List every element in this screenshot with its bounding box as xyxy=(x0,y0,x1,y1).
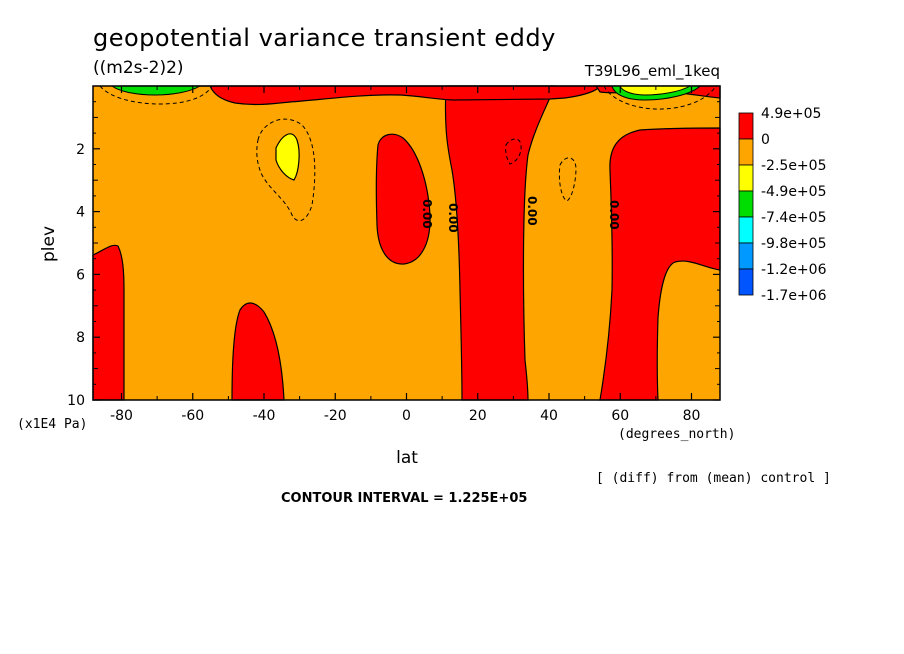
colorbar-swatch xyxy=(738,190,754,218)
y-tick-label: 6 xyxy=(76,267,85,283)
x-axis-label: lat xyxy=(396,448,418,468)
colorbar-swatch xyxy=(738,164,754,192)
x-tick-label: -20 xyxy=(324,408,347,424)
positive-region-top-band xyxy=(120,85,602,106)
x-tick-label: -40 xyxy=(253,408,276,424)
colorbar-legend: 4.9e+05 0 -2.5e+05 -4.9e+05 -7.4e+05 -9.8e+05… xyxy=(738,106,827,304)
x-tick-label: 0 xyxy=(402,408,411,424)
negative-dash-outer-yellow xyxy=(256,118,316,222)
colorbar-swatch xyxy=(738,268,754,296)
y-axis-units: (x1E4 Pa) xyxy=(17,417,87,432)
x-tick-label: 40 xyxy=(540,408,558,424)
colorbar-label: 0 xyxy=(761,132,770,148)
contour-label: 0.00 xyxy=(446,203,460,233)
plot-area: 0.00 0.00 0.00 0.00 xyxy=(92,85,721,401)
colorbar-label: -2.5e+05 xyxy=(761,158,826,174)
diff-note: [ (diff) from (mean) control ] xyxy=(596,471,831,486)
negative-region-top-south xyxy=(110,85,202,96)
chart-title: geopotential variance transient eddy xyxy=(93,24,556,52)
contour-label: 0.00 xyxy=(607,200,621,230)
y-tick-label: 8 xyxy=(76,330,85,346)
x-tick-label: -60 xyxy=(181,408,204,424)
positive-region-southern-column xyxy=(231,302,285,401)
y-tick-label: 10 xyxy=(67,393,85,409)
y-tick-label: 2 xyxy=(76,142,85,158)
contour-label: 0.00 xyxy=(420,199,434,229)
colorbar-label: -4.9e+05 xyxy=(761,184,826,200)
negative-dash-top-south xyxy=(99,85,213,105)
negative-region-strong-north-inner xyxy=(619,85,692,96)
run-label: T39L96_eml_1keq xyxy=(584,62,720,81)
contour-label: 0.00 xyxy=(525,196,539,226)
x-tick-label: 60 xyxy=(611,408,629,424)
colorbar-swatch xyxy=(738,138,754,166)
contour-interval: CONTOUR INTERVAL = 1.225E+05 xyxy=(281,491,527,506)
x-tick-label: 20 xyxy=(469,408,487,424)
x-axis-units: (degrees_north) xyxy=(618,427,735,442)
positive-region-far-south xyxy=(92,244,125,401)
y-tick-label: 4 xyxy=(76,205,85,221)
x-tick-label: 80 xyxy=(683,408,701,424)
chart-units: ((m2s-2)2) xyxy=(93,58,184,78)
colorbar-swatch xyxy=(738,242,754,270)
positive-region-north-high xyxy=(599,127,721,401)
negative-dash-top-north xyxy=(603,85,717,110)
y-axis-label: plev xyxy=(39,226,59,262)
colorbar-label: 4.9e+05 xyxy=(761,106,821,122)
negative-dash-small-north xyxy=(505,138,522,165)
colorbar-label: -1.7e+06 xyxy=(761,288,827,304)
positive-region-equatorial-blob xyxy=(375,133,431,265)
colorbar-label: -9.8e+05 xyxy=(761,236,826,252)
axis-ticks: -80 -60 -40 -20 0 20 40 60 80 2 4 6 8 10 xyxy=(67,86,720,424)
colorbar-swatch xyxy=(738,216,754,244)
colorbar-label: -7.4e+05 xyxy=(761,210,826,226)
colorbar-swatch xyxy=(738,112,754,140)
negative-region-yellow xyxy=(275,133,300,181)
colorbar-label: -1.2e+06 xyxy=(761,262,827,278)
x-tick-label: -80 xyxy=(110,408,133,424)
